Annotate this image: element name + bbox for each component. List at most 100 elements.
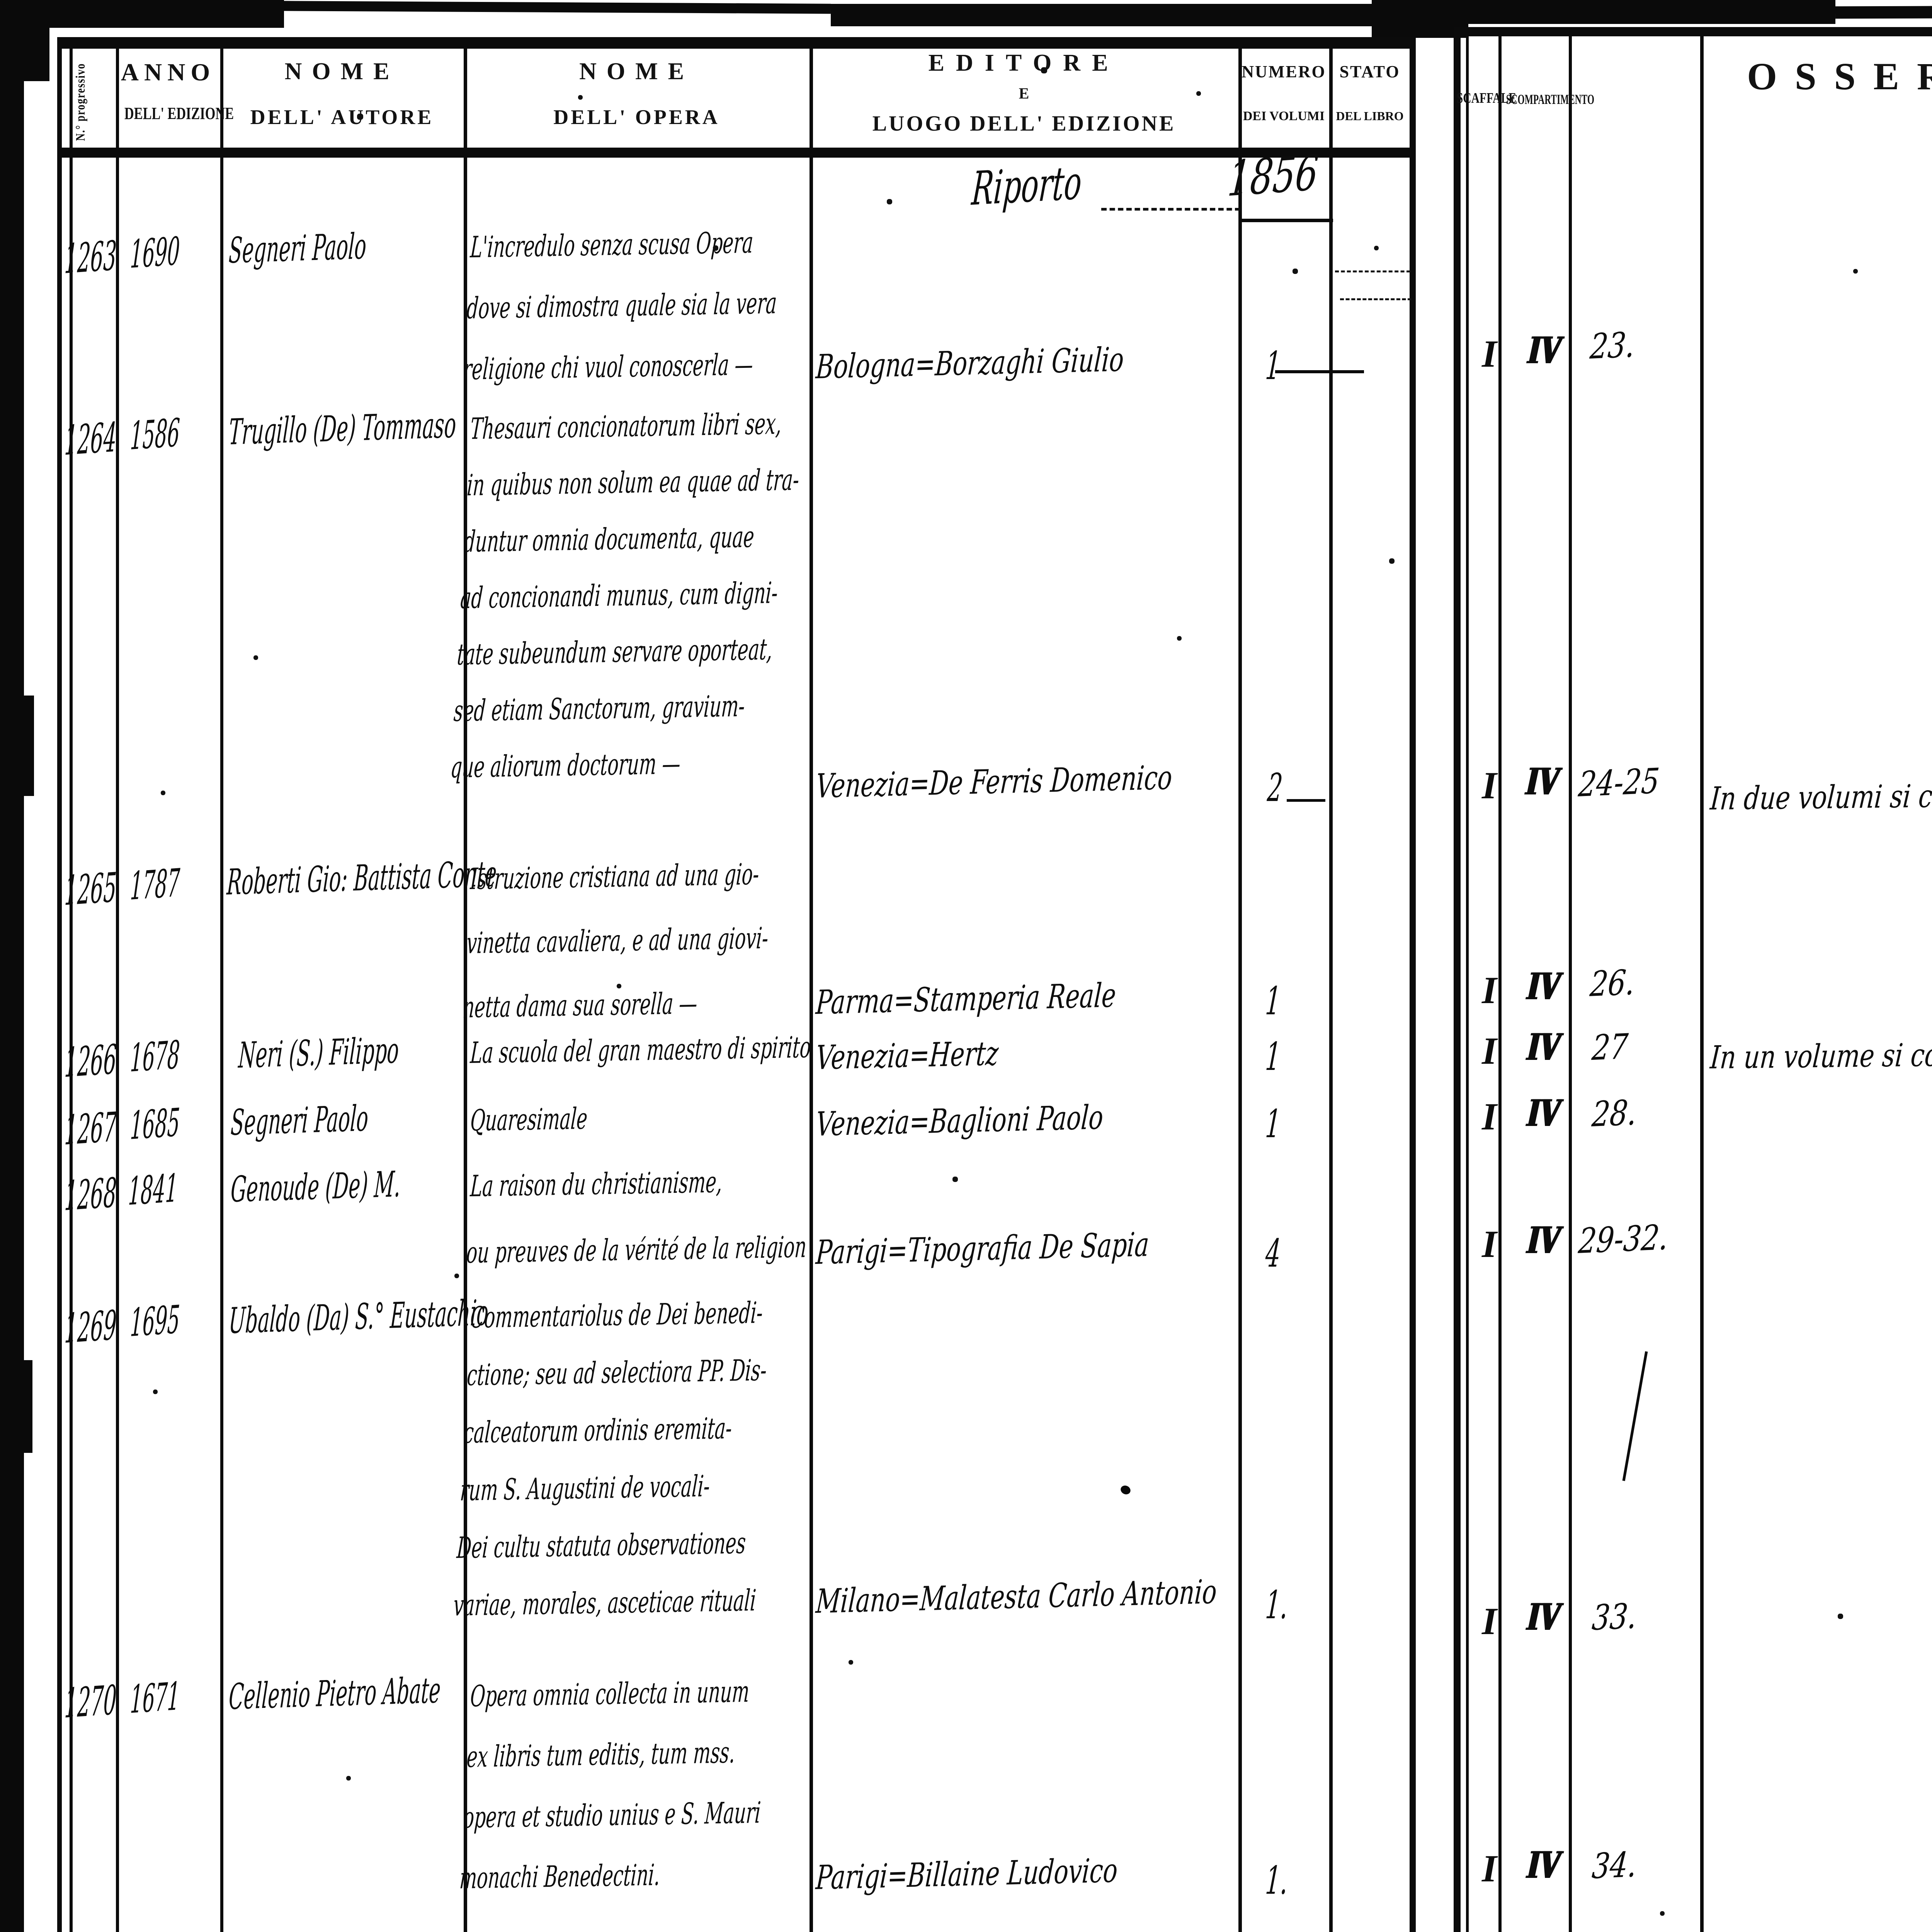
cell-progressivo: 1270	[63, 1676, 118, 1727]
cell-volumi: 2	[1266, 765, 1284, 810]
cell-autore: Genoude (De) M.	[230, 1163, 402, 1210]
cell-numero-libro: 33.	[1590, 1596, 1639, 1638]
cell-scompartimento: IV	[1526, 1219, 1561, 1262]
cell-anno: 1690	[129, 228, 181, 277]
col-header-progressivo: N.° progressivo	[73, 63, 88, 141]
opera-line: rum S. Augustini de vocali-	[459, 1469, 711, 1507]
col-header-autore: NOME	[284, 58, 400, 85]
col-header-anno-sub: DELL' EDIZIONE	[124, 104, 234, 123]
cell-scompartimento: IV	[1527, 329, 1562, 372]
opera-line: monachi Benedectini.	[459, 1857, 661, 1895]
col-header-editore: EDITORE	[928, 50, 1120, 76]
opera-line: Dei cultu statuta observationes	[456, 1526, 747, 1565]
scan-edge-bump	[0, 696, 34, 796]
cell-editore: Milano=Malatesta Carlo Antonio	[815, 1572, 1218, 1621]
cell-anno: 1685	[129, 1100, 181, 1148]
opera-line: calceatorum ordinis eremita-	[463, 1411, 733, 1450]
opera-line: L'incredulo senza scusa Opera	[469, 225, 754, 264]
opera-line: Commentariolus de Dei benedi-	[469, 1295, 764, 1335]
col-divider	[1569, 36, 1572, 1932]
col-header-editore-sub: LUOGO DELL' EDIZIONE	[872, 112, 1176, 136]
volumi-dash	[1275, 370, 1364, 373]
cell-numero-libro: 34.	[1590, 1844, 1639, 1887]
col-header-scaffale: SCAFFALE	[1456, 90, 1517, 106]
cell-editore: Venezia=Baglioni Paolo	[815, 1098, 1105, 1144]
cell-anno: 1678	[129, 1032, 181, 1081]
col-divider	[464, 49, 467, 1932]
cell-numero-libro: 24-25	[1577, 760, 1661, 805]
cell-volumi: 1	[1264, 1034, 1282, 1079]
opera-line: in quibus non solum ea quae ad tra-	[466, 462, 800, 502]
cell-volumi: 1.	[1264, 1858, 1290, 1903]
cell-anno: 1586	[129, 410, 181, 459]
cell-progressivo: 1269	[63, 1301, 118, 1352]
cell-volumi: 1	[1264, 343, 1282, 388]
cell-opera: La scuola del gran maestro di spirito	[468, 1030, 812, 1094]
cell-scompartimento: IV	[1526, 1596, 1561, 1639]
col-header-stato-sub: DEL LIBRO	[1336, 109, 1404, 123]
col-header-autore-sub: DELL' AUTORE	[250, 105, 434, 129]
opera-line: sed etiam Sanctorum, gravium-	[452, 689, 746, 728]
cell-progressivo: 1266	[63, 1036, 118, 1087]
cell-osservazioni: In due volumi si contengono sei libri —	[1709, 775, 1932, 817]
cell-scompartimento: IV	[1525, 760, 1560, 803]
col-header-stato: STATO	[1339, 62, 1400, 81]
cell-scaffale: I	[1482, 969, 1497, 1012]
col-divider	[1498, 36, 1502, 1932]
ink-blot	[1119, 1484, 1132, 1496]
cell-editore: Parma=Stamperia Reale	[815, 976, 1117, 1022]
ink-specks	[0, 0, 2, 2]
volumi-dash	[1287, 799, 1325, 802]
cell-autore: Segneri Paolo	[228, 225, 367, 271]
cell-editore: Parigi=Tipografia De Sapia	[815, 1225, 1150, 1272]
opera-line: que aliorum doctorum —	[449, 746, 682, 784]
cell-anno: 1787	[129, 860, 181, 909]
col-divider	[220, 49, 223, 1932]
cell-anno: 1671	[129, 1673, 181, 1722]
cell-scompartimento: IV	[1526, 1026, 1561, 1069]
cell-anno: 1841	[127, 1165, 179, 1214]
cell-scaffale: I	[1482, 1223, 1497, 1265]
cell-volumi: 1	[1264, 1101, 1282, 1146]
cell-opera: La raison du christianisme, ou preuves d…	[464, 1163, 811, 1302]
opera-line: La scuola del gran maestro di spirito	[469, 1030, 812, 1070]
cell-scaffale: I	[1482, 1600, 1497, 1643]
opera-line: variae, morales, asceticae rituali	[452, 1583, 757, 1622]
cell-autore: Trugillo (De) Tommaso	[228, 404, 457, 453]
opera-line: duntur omnia documenta, quae	[463, 519, 755, 559]
col-header-editore-e: E	[1019, 85, 1029, 102]
col-divider	[1238, 49, 1242, 1932]
page-right-border	[1410, 37, 1416, 1932]
cell-scaffale: I	[1482, 1095, 1497, 1138]
cell-numero-libro: 27	[1590, 1026, 1630, 1068]
riporto-label: Riporto	[970, 156, 1083, 216]
cell-scompartimento: IV	[1526, 965, 1561, 1008]
table-top-border	[1454, 27, 1932, 36]
opera-line: dove si dimostra quale sia la vera	[466, 286, 778, 325]
scan-edge-top	[1372, 0, 1468, 38]
cell-progressivo: 1263	[63, 232, 118, 283]
opera-line: tate subeundum servare oporteat,	[456, 632, 774, 672]
col-header-anno: ANNO	[121, 58, 216, 86]
page-left-border	[57, 37, 62, 1932]
cell-opera: Opera omnia collecta in unum ex libris t…	[457, 1674, 769, 1922]
scan-edge-top	[1468, 0, 1835, 24]
cell-editore: Bologna=Borzaghi Giulio	[815, 340, 1125, 386]
cell-scaffale: I	[1482, 1029, 1497, 1072]
cell-volumi: 1.	[1264, 1582, 1290, 1628]
col-header-scompartimento: SCOMPARTIMENTO	[1506, 92, 1595, 107]
cell-autore: Segneri Paolo	[230, 1097, 369, 1143]
table-top-border	[57, 37, 1416, 49]
opera-line: La raison du christianisme,	[469, 1165, 723, 1203]
opera-line: opera et studio unius e S. Mauri	[462, 1795, 762, 1835]
scan-edge-top	[1835, 3, 1932, 19]
page-left-border-inner	[70, 37, 73, 1932]
cell-opera: Istruzione cristiana ad una gio- vinetta…	[460, 857, 773, 1054]
cell-progressivo: 1267	[63, 1103, 118, 1154]
cell-numero-libro: 28.	[1590, 1092, 1639, 1135]
cell-progressivo: 1265	[63, 864, 118, 915]
cell-autore: Neri (S.) Filippo	[237, 1029, 400, 1076]
col-divider	[810, 49, 813, 1932]
opera-line: vinetta cavaliera, e ad una giovi-	[466, 920, 769, 960]
header-underline	[57, 148, 1416, 158]
